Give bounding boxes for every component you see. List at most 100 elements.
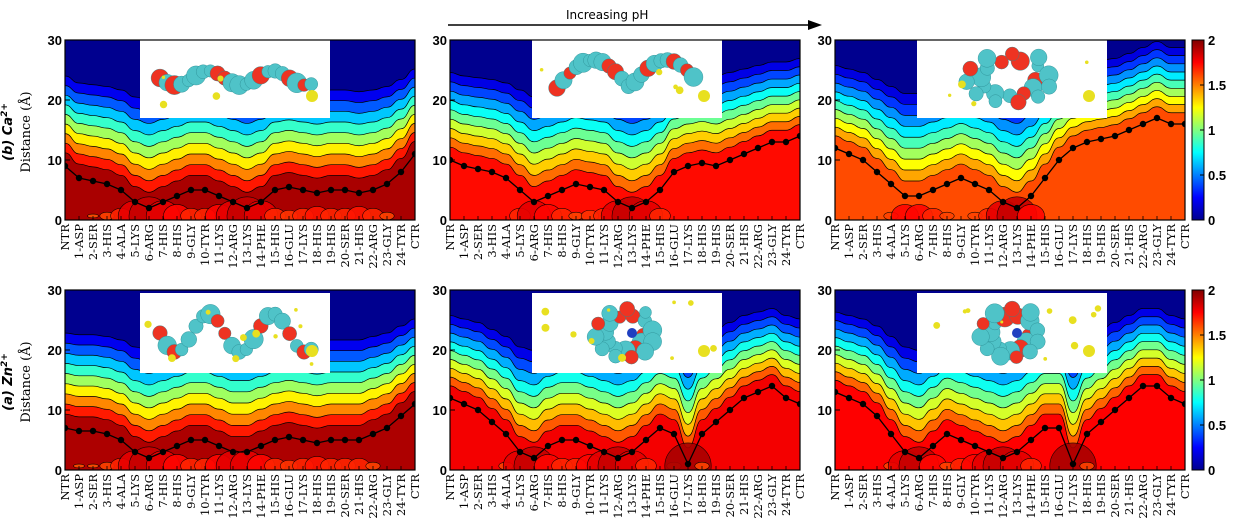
x-tick-label: 9-GLY <box>954 474 968 509</box>
x-tick-label: 14-PHE <box>639 474 653 519</box>
y-tick-label: 20 <box>48 343 62 358</box>
mean-distance-point <box>145 204 153 212</box>
x-tick-label: 7-HIS <box>926 224 940 258</box>
mean-distance-point <box>754 144 762 152</box>
x-tick-label: 4-ALA <box>884 223 898 259</box>
residue-bead <box>639 306 652 319</box>
panel-frame <box>64 289 416 471</box>
x-tick-label: 9-GLY <box>569 474 583 509</box>
mean-distance-point <box>600 186 608 194</box>
acid-residue-bead <box>218 326 232 340</box>
x-tick-label: 24-TYR <box>394 224 408 266</box>
y-tick-label: 0 <box>55 213 62 228</box>
x-tick-label: 17-LYS <box>1066 224 1080 265</box>
x-tick-label: 19-HIS <box>709 224 723 265</box>
mean-distance-point <box>117 186 125 194</box>
x-tick-label: CTR <box>1178 224 1192 249</box>
ion-sphere <box>656 68 663 76</box>
x-tick-label: 3-HIS <box>100 224 114 258</box>
mean-distance-point <box>327 186 335 194</box>
mean-distance-point <box>1083 138 1091 146</box>
mean-distance-point <box>600 448 608 456</box>
x-tick-label: 13-LYS <box>240 474 254 515</box>
x-tick-label: 20-SER <box>723 224 737 268</box>
x-tick-label: 10-TYR <box>198 474 212 516</box>
mean-distance-point <box>1027 192 1035 200</box>
ion-sphere <box>675 86 684 95</box>
zinc-ion-bead <box>627 328 637 338</box>
mean-distance-point <box>670 168 678 176</box>
mean-distance-point <box>558 186 566 194</box>
x-tick-label: 23-GLY <box>765 224 779 267</box>
x-tick-label: 10-TYR <box>583 224 597 266</box>
ion-sphere <box>588 338 595 344</box>
x-tick-label: 3-HIS <box>485 224 499 258</box>
molecule-snapshot <box>140 293 330 373</box>
x-tick-label: 7-HIS <box>541 474 555 508</box>
mean-distance-point <box>740 394 748 402</box>
x-tick-label: 15-HIS <box>268 224 282 265</box>
mean-distance-point <box>516 186 524 194</box>
x-tick-label: CTR <box>793 224 807 249</box>
mean-distance-point <box>65 424 69 432</box>
ion-sphere <box>710 344 717 352</box>
contour-hotspot <box>1020 458 1042 470</box>
x-tick-label: 6-ARG <box>142 224 156 261</box>
x-tick-label: 12-ARG <box>996 474 1010 519</box>
x-tick-label: 17-LYS <box>681 224 695 265</box>
mean-distance-point <box>488 168 496 176</box>
mean-distance-point <box>450 394 454 402</box>
mean-distance-point <box>859 400 867 408</box>
mean-distance-point <box>474 165 482 173</box>
x-tick-label: NTR <box>828 474 842 501</box>
mean-distance-point <box>89 177 97 185</box>
mean-distance-point <box>985 448 993 456</box>
colorbar-top: 2 1.5 1 0.5 0 <box>1191 33 1226 228</box>
mean-distance-point <box>257 442 265 450</box>
ion-sphere <box>217 75 224 82</box>
row-label-zn-ion: (a) Zn <box>1 367 16 411</box>
y-tick-label: 20 <box>433 343 447 358</box>
y-tick-label: 10 <box>433 403 447 418</box>
ion-sphere <box>306 90 318 102</box>
x-tick-label: 9-GLY <box>954 224 968 259</box>
x-tick-label: 10-TYR <box>198 224 212 266</box>
heatmap-panel-zn-mid: 0 10 20 30 NTR 1-ASP 2-SER 3-HIS 4-ALA 5-LYS 6-ARG… <box>433 283 807 519</box>
x-tick-label: 13-LYS <box>1010 474 1024 515</box>
ion-sphere <box>687 300 694 306</box>
ion-sphere <box>252 329 261 338</box>
mean-distance-point <box>1055 424 1063 432</box>
colorbar-tick-label: 1.5 <box>1208 328 1226 343</box>
mean-distance-point <box>1013 204 1021 212</box>
x-tick-label: 22-ARG <box>366 224 380 269</box>
ion-sphere <box>698 90 710 102</box>
ylabel-bottom: Distance (Å) <box>18 341 34 422</box>
ion-sphere <box>570 331 577 338</box>
ion-sphere <box>309 362 314 366</box>
x-tick-label: 18-HIS <box>310 474 324 515</box>
mean-distance-point <box>1181 120 1185 128</box>
mean-distance-point <box>558 436 566 444</box>
x-tick-label: 11-LYS <box>212 474 226 515</box>
x-tick-label: 24-TYR <box>1164 474 1178 516</box>
row-label-zn: (a) Zn2+ <box>0 353 16 411</box>
x-tick-label: 16-GLU <box>667 474 681 519</box>
colorbar-tick-label: 0.5 <box>1208 418 1226 433</box>
mean-distance-point <box>411 150 415 158</box>
acid-residue-bead <box>210 314 225 328</box>
mean-distance-point <box>670 430 678 438</box>
residue-bead <box>1022 343 1038 360</box>
x-tick-label: NTR <box>828 224 842 251</box>
x-tick-label: 7-HIS <box>156 474 170 508</box>
x-tick-label: 24-TYR <box>779 474 793 516</box>
x-tick-label: 20-SER <box>1108 474 1122 518</box>
mean-distance-point <box>516 448 524 456</box>
mean-distance-point <box>243 448 251 456</box>
ion-sphere <box>673 84 678 90</box>
ion-sphere <box>298 324 303 329</box>
mean-distance-point <box>1181 400 1185 408</box>
mean-distance-point <box>929 442 937 450</box>
ion-sphere <box>159 100 168 109</box>
mean-distance-point <box>243 204 251 212</box>
